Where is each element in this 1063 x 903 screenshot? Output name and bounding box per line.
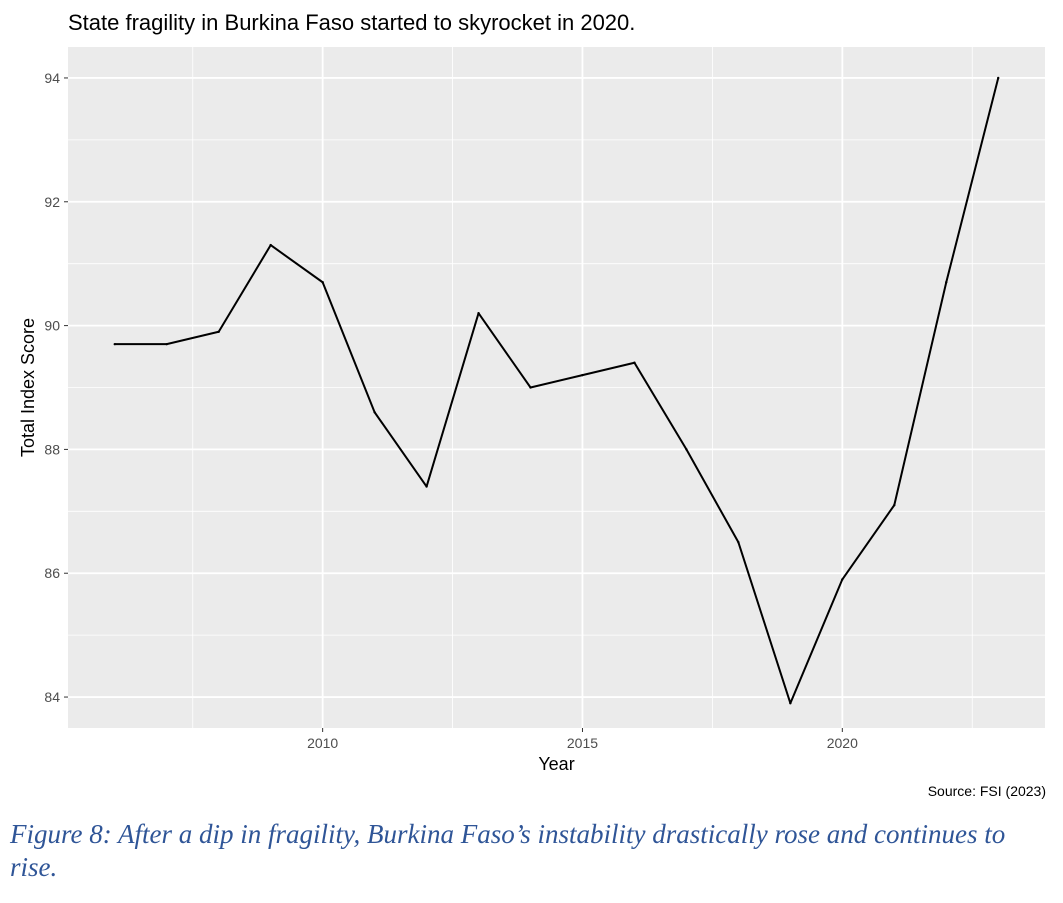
data-point [997, 76, 1000, 80]
data-point [893, 503, 896, 507]
data-point [165, 342, 168, 346]
y-tick-label: 92 [44, 194, 60, 210]
major-gridlines [68, 47, 1045, 728]
data-point [945, 281, 948, 284]
data-point [841, 578, 844, 581]
data-point [581, 373, 584, 377]
data-point [373, 411, 376, 414]
data-point [321, 281, 324, 284]
data-point [685, 448, 688, 451]
minor-gridlines [68, 47, 1045, 728]
data-point [737, 541, 740, 544]
data-point [113, 342, 116, 346]
data-point [425, 485, 428, 488]
series-line [114, 77, 1000, 705]
x-axis-label: Year [538, 754, 574, 774]
data-point [269, 243, 272, 247]
source-note: Source: FSI (2023) [927, 783, 1046, 799]
data-point [633, 361, 636, 364]
data-point [477, 312, 480, 315]
data-point [789, 702, 792, 705]
y-tick-label: 94 [44, 70, 60, 86]
x-axis: 2010 2015 2020 [307, 728, 858, 751]
chart-title: State fragility in Burkina Faso started … [68, 10, 636, 35]
line-chart: 84 86 88 90 92 94 2010 2015 2020 Year Total Ind… [18, 47, 1045, 774]
data-layer [113, 76, 1000, 705]
x-tick-label: 2020 [827, 735, 858, 751]
y-tick-label: 86 [44, 565, 60, 581]
y-axis: 84 86 88 90 92 94 [44, 70, 68, 705]
y-tick-label: 88 [44, 441, 60, 457]
data-point [529, 386, 532, 389]
figure-caption: Figure 8: After a dip in fragility, Burk… [10, 819, 1006, 882]
data-point [217, 330, 220, 333]
y-tick-label: 84 [44, 689, 60, 705]
x-tick-label: 2015 [567, 735, 598, 751]
y-tick-label: 90 [44, 318, 60, 334]
y-axis-label: Total Index Score [18, 318, 38, 457]
x-tick-label: 2010 [307, 735, 338, 751]
